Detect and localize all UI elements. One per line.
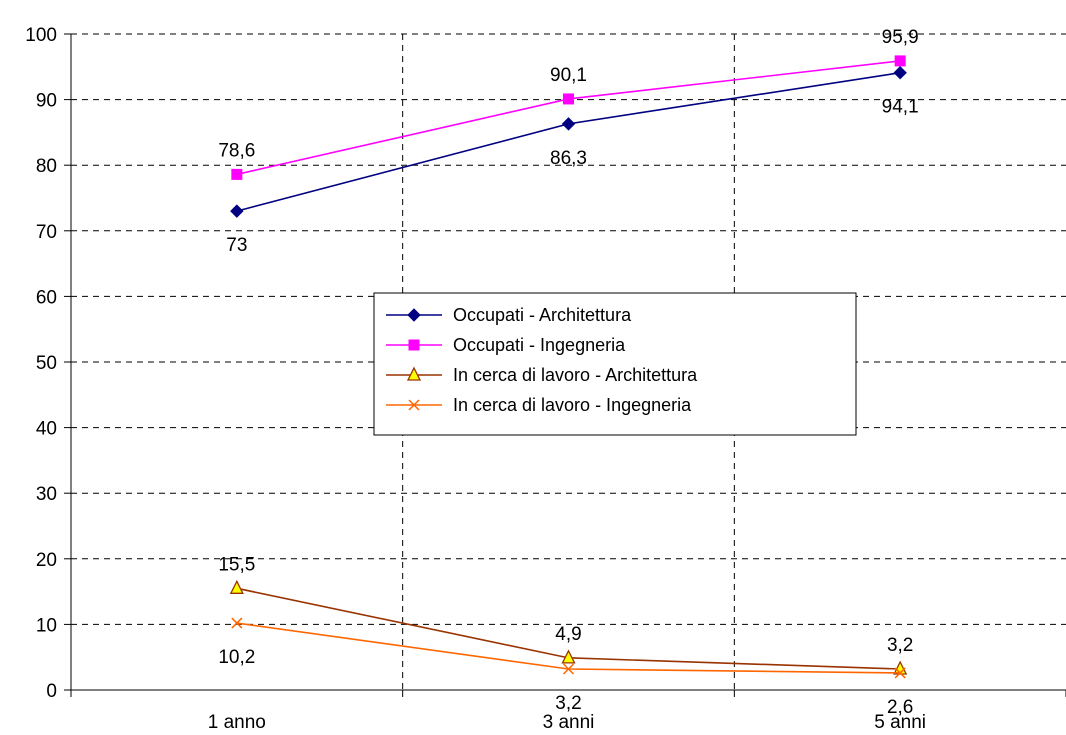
legend-swatch-marker <box>407 308 421 322</box>
y-tick-label: 50 <box>36 353 57 374</box>
point-marker-stroke <box>894 667 906 679</box>
data-label-1: 94,1 <box>882 97 919 118</box>
data-label-4: 10,2 <box>218 647 255 668</box>
data-label-2: 90,1 <box>550 65 587 86</box>
data-label-4: 3,2 <box>555 693 581 714</box>
data-point-3 <box>229 579 244 594</box>
data-label-3: 15,5 <box>218 554 255 575</box>
y-tick-label: 0 <box>46 681 57 702</box>
point-marker-stroke <box>562 663 575 675</box>
data-point-4 <box>562 663 575 675</box>
data-label-3: 3,2 <box>887 635 913 656</box>
data-point-1 <box>561 117 576 131</box>
x-tick-label: 1 anno <box>208 712 266 733</box>
data-point-4 <box>894 667 906 679</box>
data-point-1 <box>230 204 244 218</box>
data-label-4: 2,6 <box>887 697 913 718</box>
legend-swatch-marker <box>406 366 422 381</box>
data-label-3: 4,9 <box>555 624 581 645</box>
y-tick-label: 10 <box>36 615 57 636</box>
y-tick-label: 40 <box>36 419 57 440</box>
data-point-1 <box>893 65 907 80</box>
legend-entry-2: Occupati - Ingegneria <box>453 335 626 355</box>
legend-swatch-marker <box>408 339 420 351</box>
series-group <box>229 55 908 679</box>
y-tick-label: 80 <box>36 156 57 177</box>
legend-box <box>373 292 857 436</box>
x-axis-ticks: 1 anno 3 anni 5 anni <box>70 690 1066 733</box>
x-tick-label: 5 anni <box>874 712 926 733</box>
data-point-2 <box>563 93 574 105</box>
y-tick-label: 30 <box>36 484 57 505</box>
point-marker-stroke <box>231 617 243 629</box>
y-tick-label: 60 <box>36 287 57 308</box>
y-tick-label: 100 <box>25 25 57 46</box>
x-tick-label: 3 anni <box>543 712 595 733</box>
y-tick-label: 20 <box>36 550 57 571</box>
data-label-2: 78,6 <box>218 140 255 161</box>
data-labels: 73 86,3 94,1 78,6 90,1 95,9 15,5 4,9 3,2 10,2 3,2 2… <box>218 27 918 718</box>
data-label-2: 95,9 <box>882 27 919 48</box>
data-point-3 <box>561 649 576 664</box>
legend-entry-3: In cerca di lavoro - Architettura <box>453 365 698 385</box>
data-point-3 <box>893 660 908 675</box>
y-tick-label: 90 <box>36 91 57 112</box>
data-point-2 <box>894 55 906 67</box>
legend-swatch-marker <box>408 399 420 411</box>
point-marker-stroke <box>408 399 420 411</box>
data-point-2 <box>231 168 243 180</box>
y-axis-ticks: 0 10 20 30 40 50 60 70 80 90 100 <box>25 25 71 702</box>
data-label-1: 73 <box>226 235 247 256</box>
data-label-1: 86,3 <box>550 148 587 169</box>
legend: Occupati - Architettura Occupati - Ingegn… <box>373 292 857 436</box>
legend-entry-4: In cerca di lavoro - Ingegneria <box>453 395 692 415</box>
data-point-4 <box>231 617 243 629</box>
y-tick-label: 70 <box>36 222 57 243</box>
legend-entry-1: Occupati - Architettura <box>453 305 632 325</box>
